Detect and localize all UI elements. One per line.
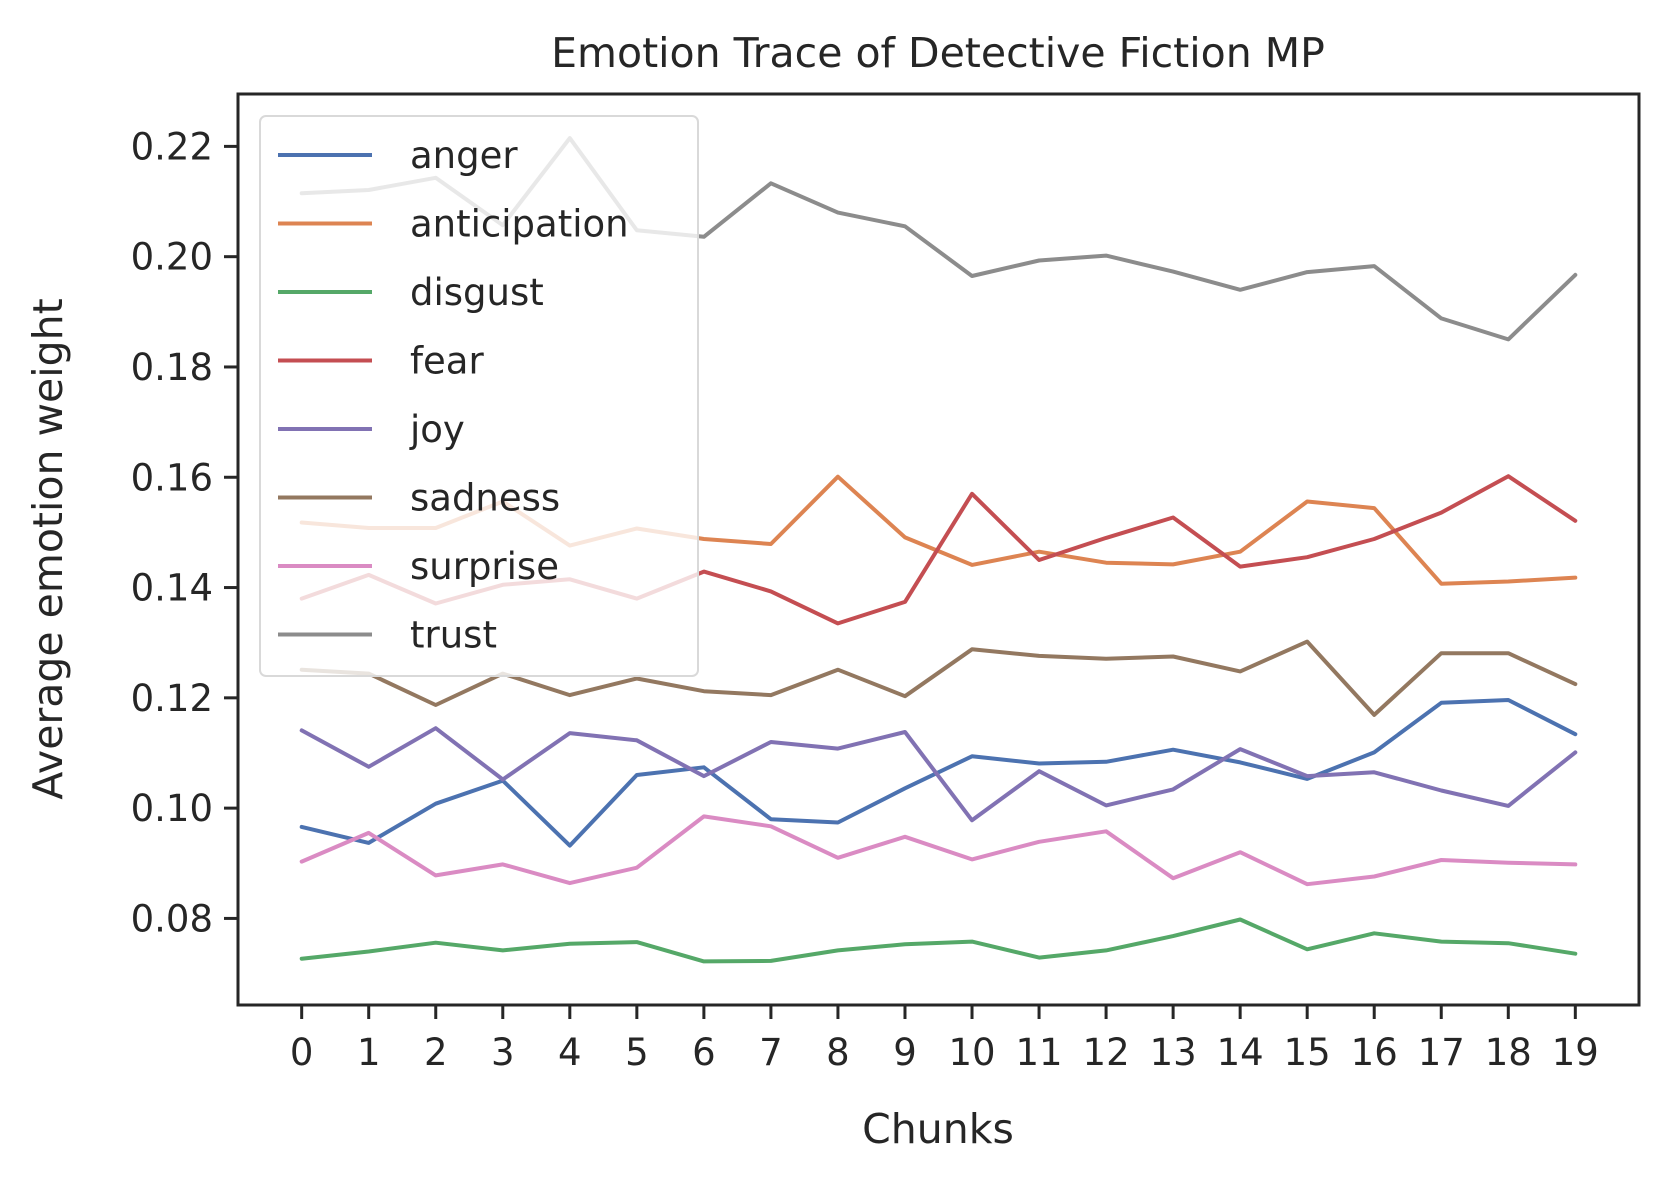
x-tick-label: 12: [1083, 1031, 1130, 1074]
legend-label-trust: trust: [410, 614, 497, 657]
x-tick-label: 17: [1418, 1031, 1465, 1074]
legend-label-anticipation: anticipation: [410, 203, 629, 246]
x-tick-label: 18: [1485, 1031, 1532, 1074]
y-tick-label: 0.22: [131, 125, 213, 168]
y-axis-label: Average emotion weight: [24, 298, 72, 799]
series-line-anger: [299, 698, 1578, 848]
x-tick-label: 3: [491, 1031, 515, 1074]
series-line-joy: [299, 726, 1578, 823]
y-tick-label: 0.12: [131, 677, 213, 720]
x-tick-label: 9: [893, 1031, 917, 1074]
x-tick-label: 13: [1150, 1031, 1197, 1074]
x-tick-label: 19: [1552, 1031, 1599, 1074]
y-tick-label: 0.20: [131, 236, 213, 279]
y-tick-label: 0.16: [131, 456, 213, 499]
x-tick-label: 0: [290, 1031, 314, 1074]
legend-label-joy: joy: [409, 408, 465, 451]
chart-title: Emotion Trace of Detective Fiction MP: [551, 29, 1325, 77]
plot-frame: [236, 92, 1641, 1007]
x-tick-label: 7: [759, 1031, 783, 1074]
y-tick-label: 0.10: [131, 787, 213, 830]
x-axis-label: Chunks: [862, 1105, 1014, 1153]
y-tick-label: 0.08: [131, 897, 213, 940]
x-tick-label: 5: [625, 1031, 649, 1074]
x-tick-label: 15: [1284, 1031, 1331, 1074]
x-tick-label: 11: [1016, 1031, 1063, 1074]
x-tick-label: 6: [692, 1031, 716, 1074]
series-line-sadness: [299, 639, 1578, 717]
legend-label-anger: anger: [410, 134, 518, 177]
x-tick-label: 16: [1351, 1031, 1398, 1074]
x-tick-label: 8: [826, 1031, 850, 1074]
legend-label-surprise: surprise: [410, 545, 559, 588]
legend-label-sadness: sadness: [410, 477, 560, 520]
x-tick-label: 10: [948, 1031, 995, 1074]
y-tick-label: 0.14: [131, 567, 213, 610]
x-tick-label: 14: [1217, 1031, 1264, 1074]
ticks-layer: 0 1 2 3 4 5 6 7 8 9 10 11 12 13 14 15 16 17 18 190.080.100.…: [131, 125, 1599, 1074]
legend-box: [259, 115, 699, 677]
y-tick-label: 0.18: [131, 346, 213, 389]
series-line-disgust: [299, 917, 1578, 964]
series-line-surprise: [299, 814, 1578, 887]
x-tick-label: 2: [424, 1031, 448, 1074]
x-tick-label: 4: [558, 1031, 582, 1074]
x-tick-label: 1: [357, 1031, 381, 1074]
legend-label-disgust: disgust: [410, 271, 544, 314]
legend-label-fear: fear: [410, 340, 484, 383]
legend: anger anticipation disgust fear joy sadness su…: [259, 115, 699, 677]
